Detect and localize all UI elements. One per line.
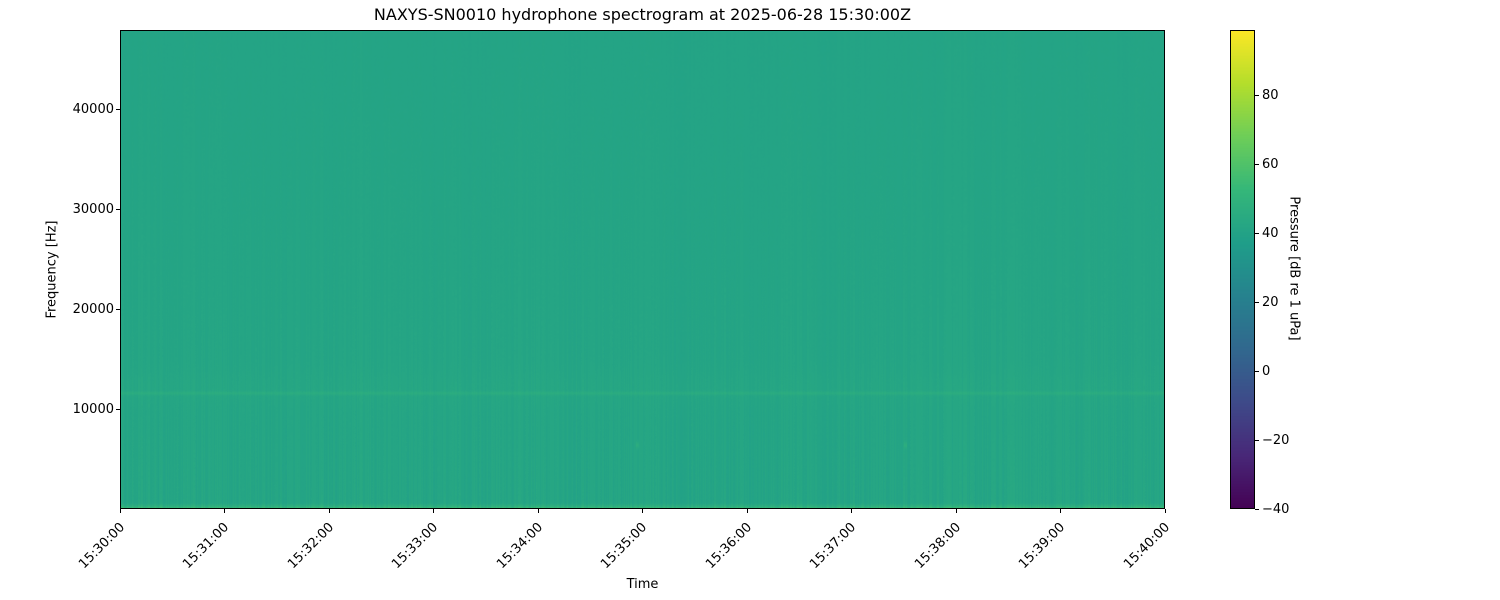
colorbar-tick-mark xyxy=(1255,163,1259,165)
colorbar-tick-label: 0 xyxy=(1262,363,1271,379)
y-tick-mark xyxy=(116,109,120,111)
y-tick-mark xyxy=(116,308,120,310)
x-tick-label: 15:31:00 xyxy=(180,520,233,572)
x-tick-label: 15:36:00 xyxy=(702,520,755,572)
x-tick-label: 15:40:00 xyxy=(1120,520,1173,572)
y-tick-label: 10000 xyxy=(72,401,114,417)
colorbar-label: Pressure [dB re 1 uPa] xyxy=(1286,196,1302,341)
x-tick-label: 15:35:00 xyxy=(598,520,651,572)
colorbar-gradient xyxy=(1230,30,1255,509)
x-tick-mark xyxy=(642,509,643,513)
colorbar-tick-label: 80 xyxy=(1262,87,1279,103)
x-tick-label: 15:37:00 xyxy=(807,520,860,572)
y-tick-label: 20000 xyxy=(72,301,114,317)
x-tick-label: 15:32:00 xyxy=(284,520,337,572)
y-axis-label: Frequency [Hz] xyxy=(44,220,60,319)
y-tick-label: 40000 xyxy=(72,102,114,118)
colorbar-tick-mark xyxy=(1255,508,1259,510)
x-tick-mark xyxy=(1164,509,1166,513)
colorbar-tick-label: −40 xyxy=(1262,501,1290,517)
colorbar-tick-mark xyxy=(1255,439,1259,441)
x-tick-label: 15:34:00 xyxy=(493,520,546,572)
colorbar-tick-label: 60 xyxy=(1262,156,1279,172)
y-tick-label: 30000 xyxy=(72,202,114,218)
colorbar-tick-mark xyxy=(1255,94,1259,96)
x-tick-mark xyxy=(224,509,225,513)
x-tick-label: 15:33:00 xyxy=(389,520,442,572)
y-tick-mark xyxy=(116,408,120,410)
colorbar-tick-label: 40 xyxy=(1262,225,1279,241)
x-tick-mark xyxy=(119,509,121,513)
colorbar-tick-mark xyxy=(1255,232,1259,234)
x-tick-mark xyxy=(328,509,330,513)
colorbar-tick-label: 20 xyxy=(1262,294,1279,310)
x-axis-label: Time xyxy=(626,577,659,592)
colorbar-tick-mark xyxy=(1255,370,1259,372)
spectrogram-image xyxy=(120,30,1165,509)
x-tick-label: 15:38:00 xyxy=(911,520,964,572)
x-tick-label: 15:30:00 xyxy=(75,520,128,572)
x-tick-mark xyxy=(955,509,957,513)
x-tick-mark xyxy=(1060,509,1061,513)
plot-title: NAXYS-SN0010 hydrophone spectrogram at 2… xyxy=(373,5,912,24)
x-tick-mark xyxy=(746,509,748,513)
x-tick-label: 15:39:00 xyxy=(1016,520,1069,572)
colorbar-tick-label: −20 xyxy=(1262,432,1290,448)
x-tick-mark xyxy=(851,509,852,513)
x-tick-mark xyxy=(433,509,434,513)
x-tick-mark xyxy=(537,509,539,513)
colorbar-tick-mark xyxy=(1255,301,1259,303)
y-tick-mark xyxy=(116,209,120,211)
